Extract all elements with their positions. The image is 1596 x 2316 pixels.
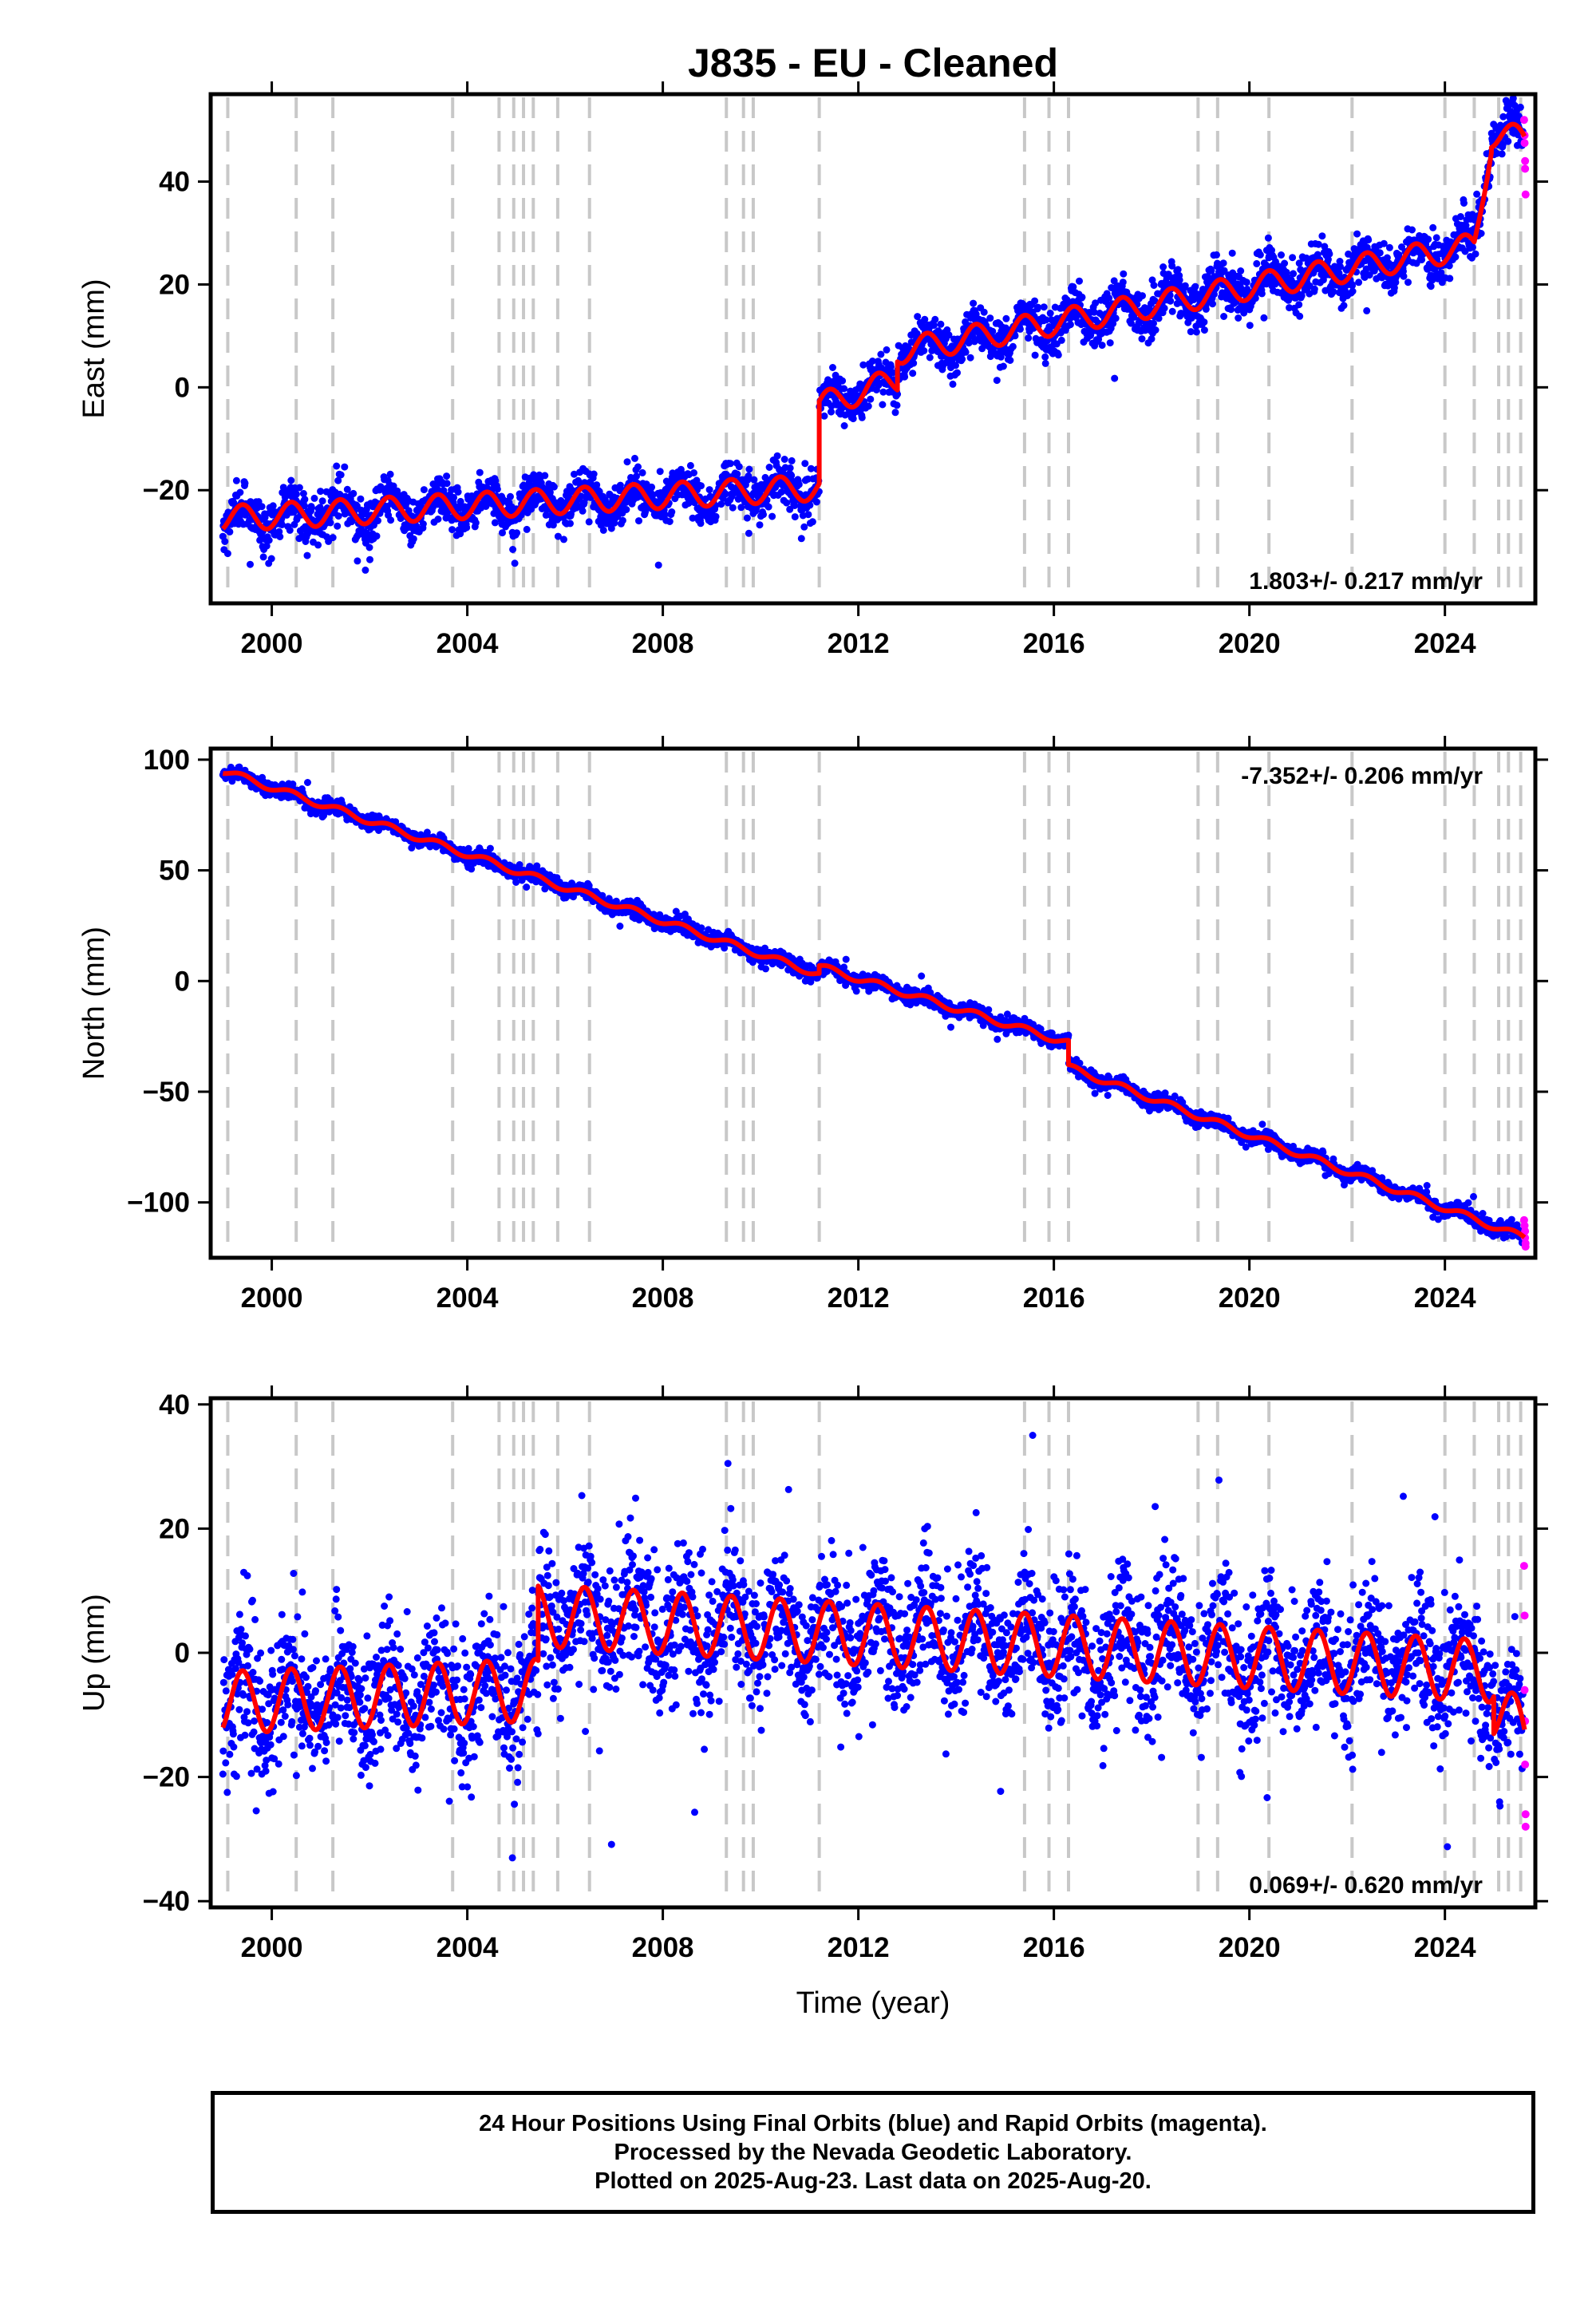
- x-tick-label: 2016: [1023, 1282, 1085, 1314]
- north-model-fit-line: [220, 770, 1527, 1239]
- x-tick-label: 2012: [828, 1282, 890, 1314]
- figure-title: J835 - EU - Cleaned: [688, 41, 1058, 85]
- rapid-orbit-point: [1521, 1761, 1530, 1769]
- rapid-orbit-point: [1519, 1562, 1528, 1571]
- x-tick-label: 2024: [1414, 628, 1476, 659]
- x-tick-label: 2008: [632, 628, 694, 659]
- panel-east: 2000 2004 2008 2012 2016 2020 2024 −20 0 20 40 East…: [77, 81, 1548, 659]
- north-y-axis-label: North (mm): [77, 927, 111, 1080]
- up-model-fit-line: [220, 1583, 1527, 1737]
- rapid-orbit-point: [1520, 1686, 1529, 1694]
- processing-info-box: 24 Hour Positions Using Final Orbits (bl…: [211, 2091, 1535, 2214]
- panel-up: 2000 2004 2008 2012 2016 2020 2024 −40 −20 0 20 40 U…: [77, 1385, 1548, 1963]
- rapid-orbit-point: [1521, 1243, 1530, 1251]
- event-lines: [226, 752, 1523, 1255]
- y-tick-label: 0: [175, 966, 190, 997]
- x-tick-label: 2012: [828, 1932, 890, 1963]
- y-tick-label: 40: [159, 167, 190, 198]
- rapid-orbit-point: [1521, 1810, 1530, 1819]
- panel-north: 2000 2004 2008 2012 2016 2020 2024 −100 −50 0 50 10…: [77, 736, 1548, 1314]
- east-final-orbit-points: [219, 94, 1527, 574]
- x-tick-label: 2004: [437, 1282, 499, 1314]
- footer-line-orbits: 24 Hour Positions Using Final Orbits (bl…: [479, 2111, 1267, 2136]
- panels-group: 2000 2004 2008 2012 2016 2020 2024−2002040East…: [77, 81, 1548, 1963]
- rapid-orbit-point: [1519, 116, 1528, 124]
- y-axis: −40 −20 0 20 40: [143, 1389, 1548, 1917]
- y-tick-label: −50: [143, 1077, 190, 1108]
- x-axis: 2000 2004 2008 2012 2016 2020 2024: [241, 81, 1476, 659]
- rapid-orbit-point: [1520, 1611, 1529, 1620]
- north-rapid-orbit-points: [1519, 1215, 1530, 1251]
- east-rate-label: 1.803+/- 0.217 mm/yr: [1249, 568, 1483, 595]
- y-tick-label: 50: [159, 856, 190, 887]
- y-tick-label: 20: [159, 269, 190, 300]
- rapid-orbit-point: [1521, 156, 1530, 165]
- x-tick-label: 2008: [632, 1932, 694, 1963]
- x-tick-label: 2016: [1023, 628, 1085, 659]
- x-tick-label: 2020: [1219, 628, 1281, 659]
- y-tick-label: 0: [175, 372, 190, 403]
- y-tick-label: −20: [143, 1762, 190, 1793]
- rapid-orbit-point: [1521, 190, 1530, 199]
- footer-line-processor: Processed by the Nevada Geodetic Laborat…: [614, 2140, 1132, 2165]
- x-axis: 2000 2004 2008 2012 2016 2020 2024: [241, 1385, 1476, 1963]
- y-axis: −100 −50 0 50 100: [127, 745, 1548, 1219]
- x-tick-label: 2000: [241, 1282, 303, 1314]
- y-tick-label: 0: [175, 1638, 190, 1669]
- east-y-axis-label: East (mm): [77, 279, 111, 418]
- x-tick-label: 2024: [1414, 1932, 1476, 1963]
- event-lines: [226, 97, 1523, 600]
- x-tick-label: 2024: [1414, 1282, 1476, 1314]
- rapid-orbit-point: [1521, 1227, 1530, 1235]
- x-tick-label: 2020: [1219, 1282, 1281, 1314]
- x-tick-label: 2004: [437, 1932, 499, 1963]
- y-tick-label: 20: [159, 1513, 190, 1544]
- x-axis-label: Time (year): [796, 1986, 950, 2020]
- x-tick-label: 2016: [1023, 1932, 1085, 1963]
- north-rate-label: -7.352+/- 0.206 mm/yr: [1241, 763, 1483, 789]
- rapid-orbit-point: [1521, 164, 1530, 173]
- up-rate-label: 0.069+/- 0.620 mm/yr: [1249, 1872, 1483, 1899]
- x-tick-label: 2020: [1219, 1932, 1281, 1963]
- x-axis: 2000 2004 2008 2012 2016 2020 2024: [241, 736, 1476, 1314]
- footer-line-dates: Plotted on 2025-Aug-23. Last data on 202…: [595, 2168, 1152, 2194]
- y-tick-label: −40: [143, 1886, 190, 1917]
- y-tick-label: 100: [144, 745, 190, 776]
- east-model-fit-line: [220, 121, 1527, 532]
- up-final-orbit-points: [219, 1432, 1527, 1862]
- x-tick-label: 2008: [632, 1282, 694, 1314]
- plot-frame: [208, 92, 1538, 606]
- y-axis: −20 0 20 40: [143, 167, 1548, 506]
- rapid-orbit-point: [1521, 1822, 1530, 1831]
- x-tick-label: 2012: [828, 628, 890, 659]
- plot-frame: [208, 746, 1538, 1260]
- x-tick-label: 2000: [241, 1932, 303, 1963]
- y-tick-label: 40: [159, 1389, 190, 1421]
- y-tick-label: −20: [143, 475, 190, 506]
- x-tick-label: 2004: [437, 628, 499, 659]
- rapid-orbit-point: [1520, 139, 1529, 148]
- y-tick-label: −100: [127, 1188, 190, 1219]
- x-tick-label: 2000: [241, 628, 303, 659]
- up-y-axis-label: Up (mm): [77, 1594, 111, 1712]
